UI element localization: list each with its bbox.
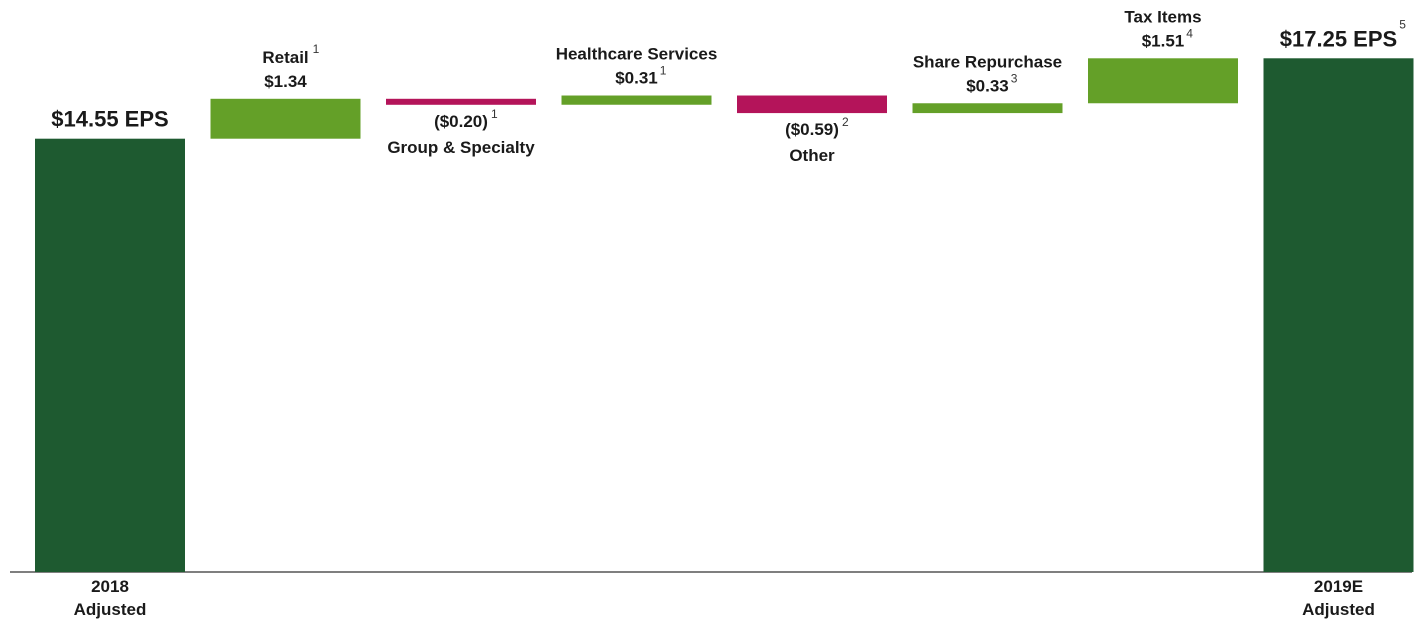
- superscript-3: 1: [660, 64, 667, 78]
- total-label-7: $17.25 EPS: [1280, 26, 1397, 51]
- superscript-7: 5: [1399, 17, 1406, 31]
- value-label-5: $0.33: [966, 76, 1009, 95]
- bar-3: [561, 95, 712, 105]
- superscript-1: 1: [313, 42, 320, 56]
- superscript-4: 2: [842, 115, 849, 129]
- category-name-5: Share Repurchase: [913, 52, 1062, 71]
- value-label-3: $0.31: [615, 69, 658, 88]
- bar-0: [35, 138, 185, 572]
- axis-label-0-0: 2018: [91, 577, 129, 596]
- category-name-2: Group & Specialty: [387, 138, 535, 157]
- category-name-4: Other: [789, 146, 835, 165]
- bar-4: [737, 95, 887, 114]
- bar-5: [912, 103, 1063, 114]
- category-name-1: Retail: [262, 48, 308, 67]
- value-label-4: ($0.59): [785, 120, 839, 139]
- value-label-2: ($0.20): [434, 112, 488, 131]
- axis-label-7-0: 2019E: [1314, 577, 1363, 596]
- bar-1: [210, 98, 361, 139]
- superscript-6: 4: [1186, 26, 1193, 40]
- axis-label-7-1: Adjusted: [1302, 600, 1375, 619]
- bar-2: [386, 98, 536, 105]
- value-label-1: $1.34: [264, 72, 307, 91]
- superscript-2: 1: [491, 107, 498, 121]
- bar-6: [1088, 58, 1238, 104]
- category-name-6: Tax Items: [1124, 7, 1201, 26]
- superscript-5: 3: [1011, 71, 1018, 85]
- total-label-0: $14.55 EPS: [51, 107, 168, 132]
- bar-7: [1263, 58, 1414, 573]
- value-label-6: $1.51: [1142, 31, 1185, 50]
- axis-label-0-1: Adjusted: [74, 600, 147, 619]
- category-name-3: Healthcare Services: [556, 45, 718, 64]
